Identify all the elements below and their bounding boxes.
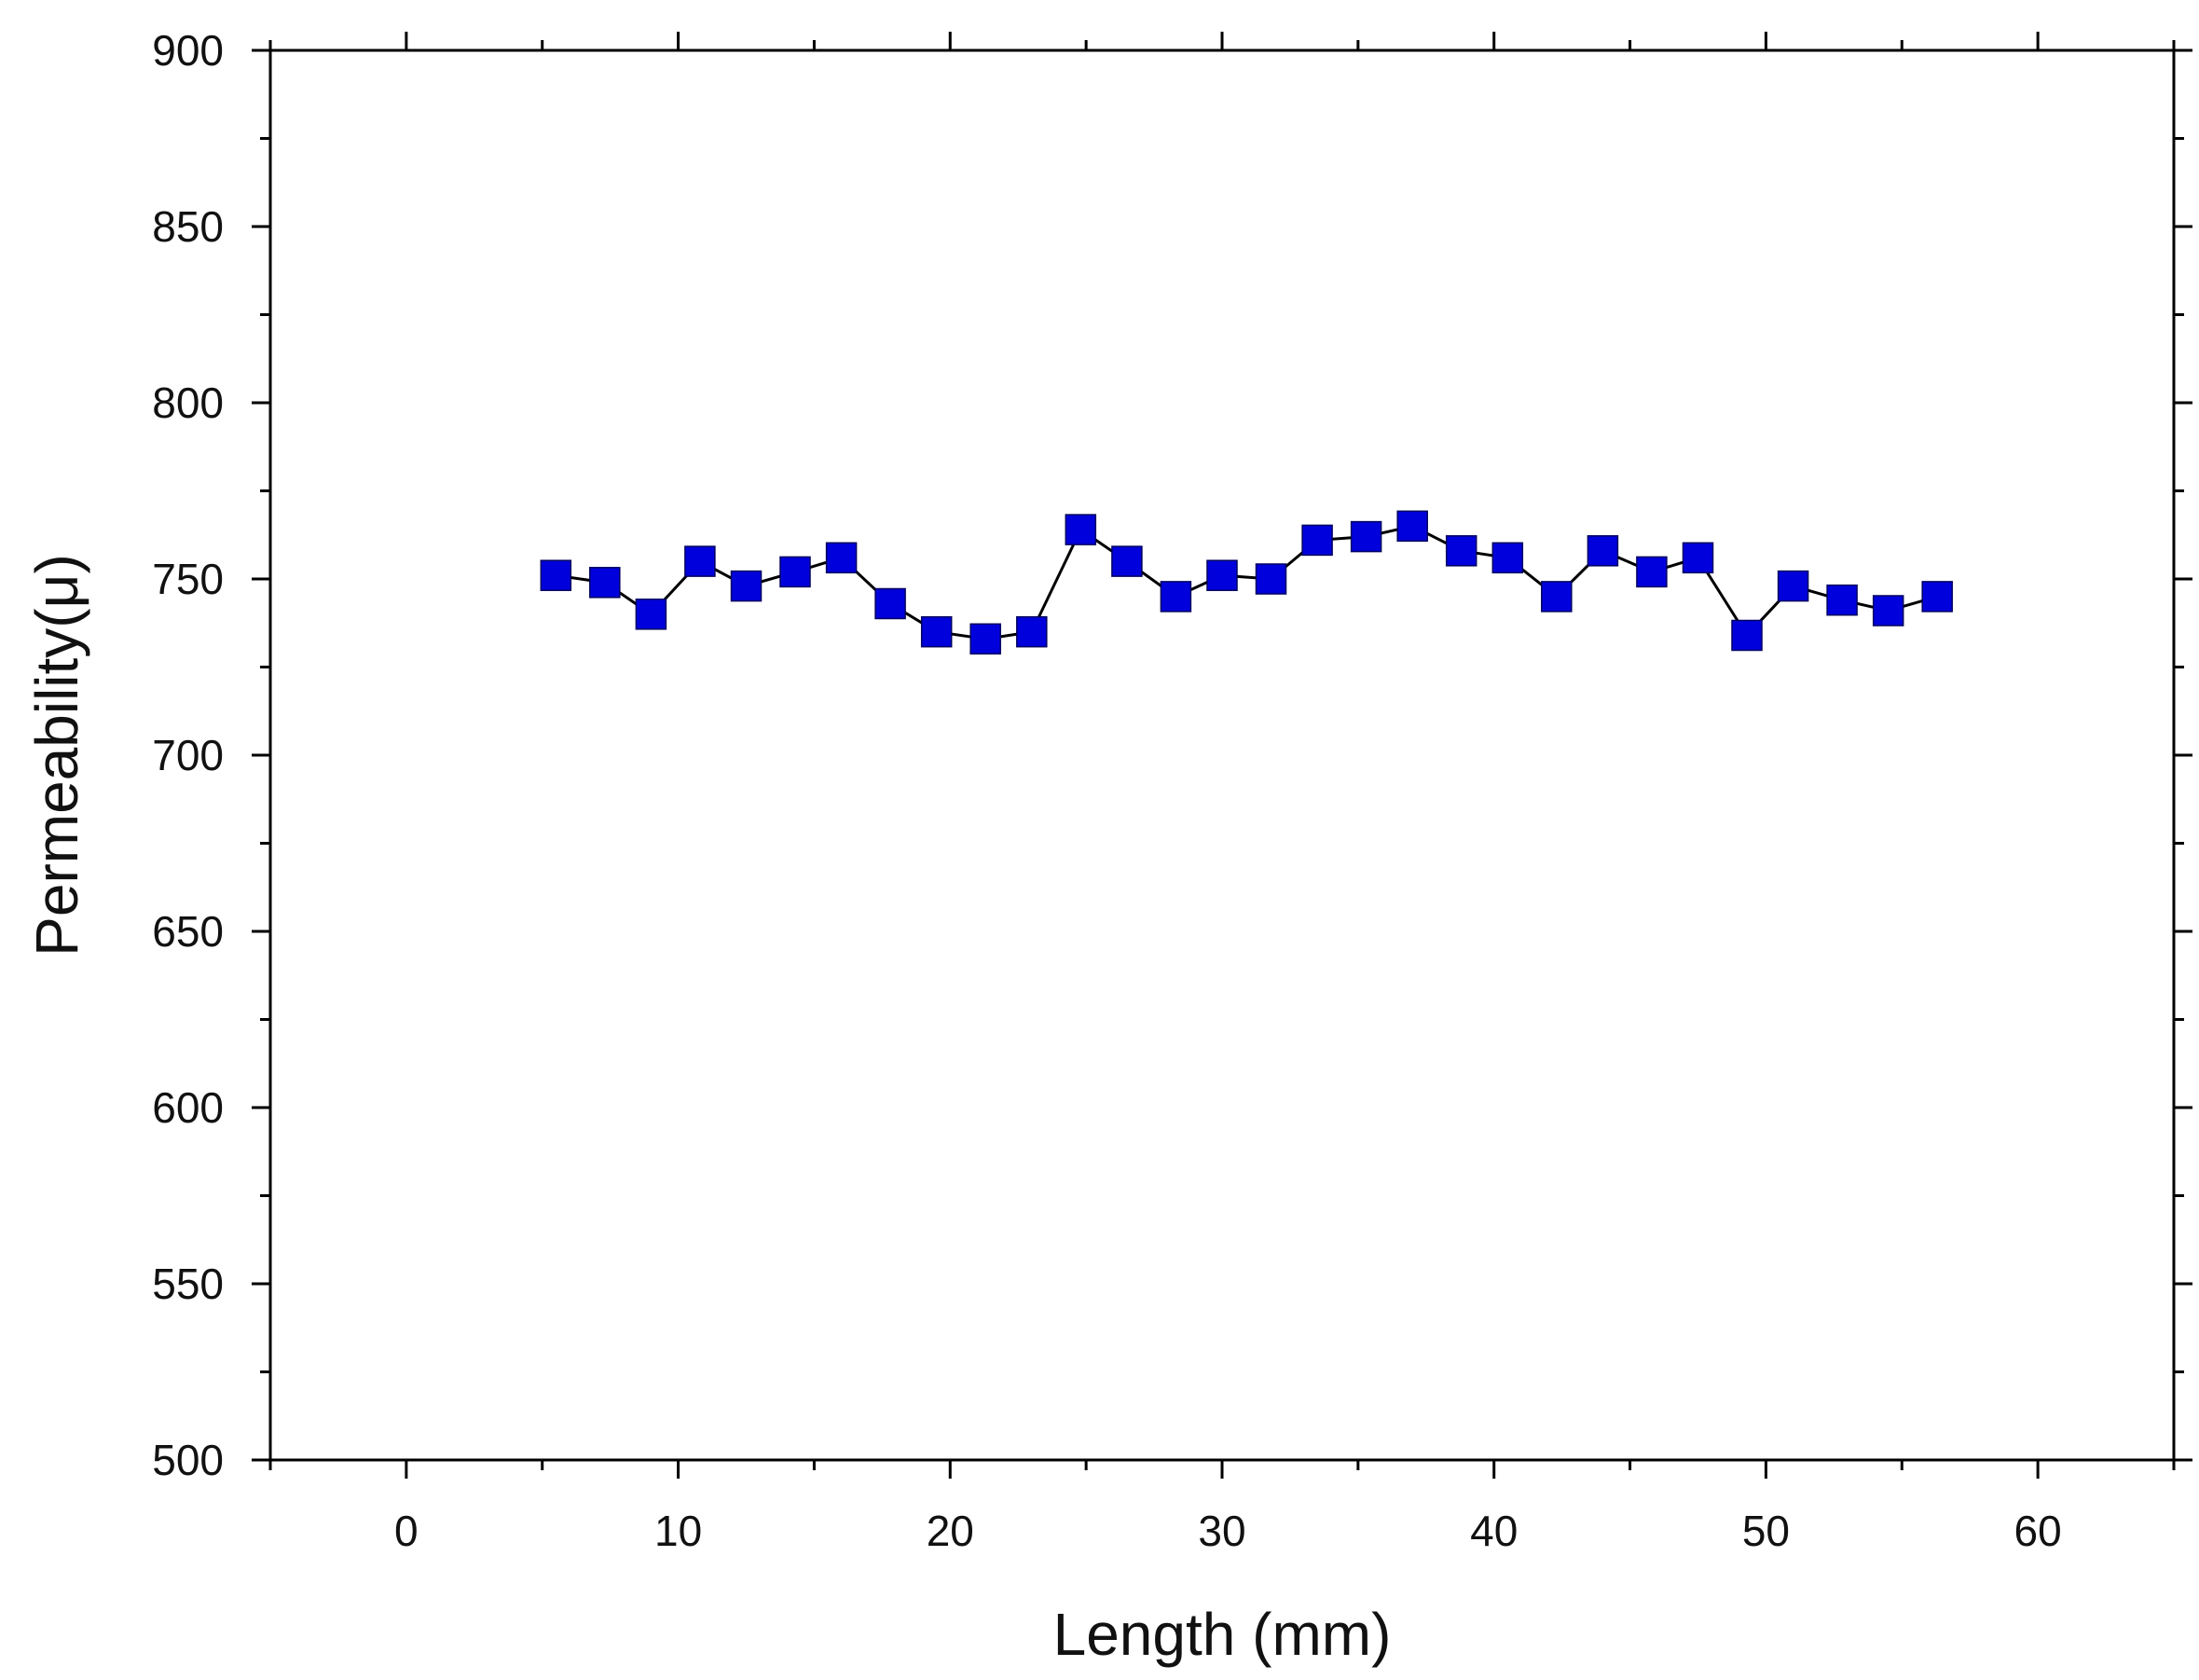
data-point [969,623,1001,655]
data-point [589,567,621,599]
data-point [540,559,572,591]
x-tick-label: 60 [2014,1507,2062,1555]
data-point [635,599,667,630]
data-point [1016,615,1048,648]
x-axis-title: Length (mm) [1053,1601,1392,1668]
data-point [1255,563,1287,595]
data-point [1921,581,1953,613]
data-point [1301,524,1333,557]
data-point [1065,514,1097,545]
data-point [1636,556,1668,588]
y-tick-label: 850 [152,202,224,251]
x-tick-label: 50 [1742,1507,1790,1555]
y-tick-label: 500 [152,1436,224,1484]
plot-frame [268,48,2176,1462]
data-point [825,542,858,574]
y-tick-label: 600 [152,1083,224,1132]
y-tick-label: 900 [152,26,224,75]
data-point [1160,581,1192,613]
data-point [1872,595,1904,627]
x-tick-label: 10 [654,1507,702,1555]
data-point [920,615,953,648]
y-axis-title: Permeability(μ) [23,554,90,957]
data-point [684,545,716,577]
axis-ticks [252,32,2192,1479]
data-point [1587,535,1619,567]
x-tick-label: 0 [394,1507,419,1555]
data-point [1350,520,1382,553]
series-line [556,524,1938,640]
y-tick-label: 800 [152,379,224,427]
y-tick-label: 650 [152,907,224,956]
y-tick-label: 550 [152,1260,224,1308]
data-markers [540,510,1953,655]
data-point [1682,542,1714,574]
data-point [1826,584,1858,616]
data-point [1396,510,1428,543]
data-point [1491,542,1524,574]
data-point [730,570,763,602]
data-point [1777,570,1809,602]
x-tick-label: 20 [927,1507,974,1555]
x-tick-label: 40 [1470,1507,1518,1555]
y-tick-label: 700 [152,731,224,779]
y-tick-label: 750 [152,555,224,603]
x-tick-label: 30 [1198,1507,1245,1555]
axis-tick-labels: 0 10 20 30 40 50 60 500 550 600 650 700 750 800 850 900 [152,26,2061,1555]
data-point [1541,581,1573,613]
data-point [1111,545,1143,577]
data-point [1731,619,1763,652]
data-point [1445,535,1477,567]
data-point [779,556,811,588]
data-point [1206,559,1238,591]
data-point [874,587,906,620]
